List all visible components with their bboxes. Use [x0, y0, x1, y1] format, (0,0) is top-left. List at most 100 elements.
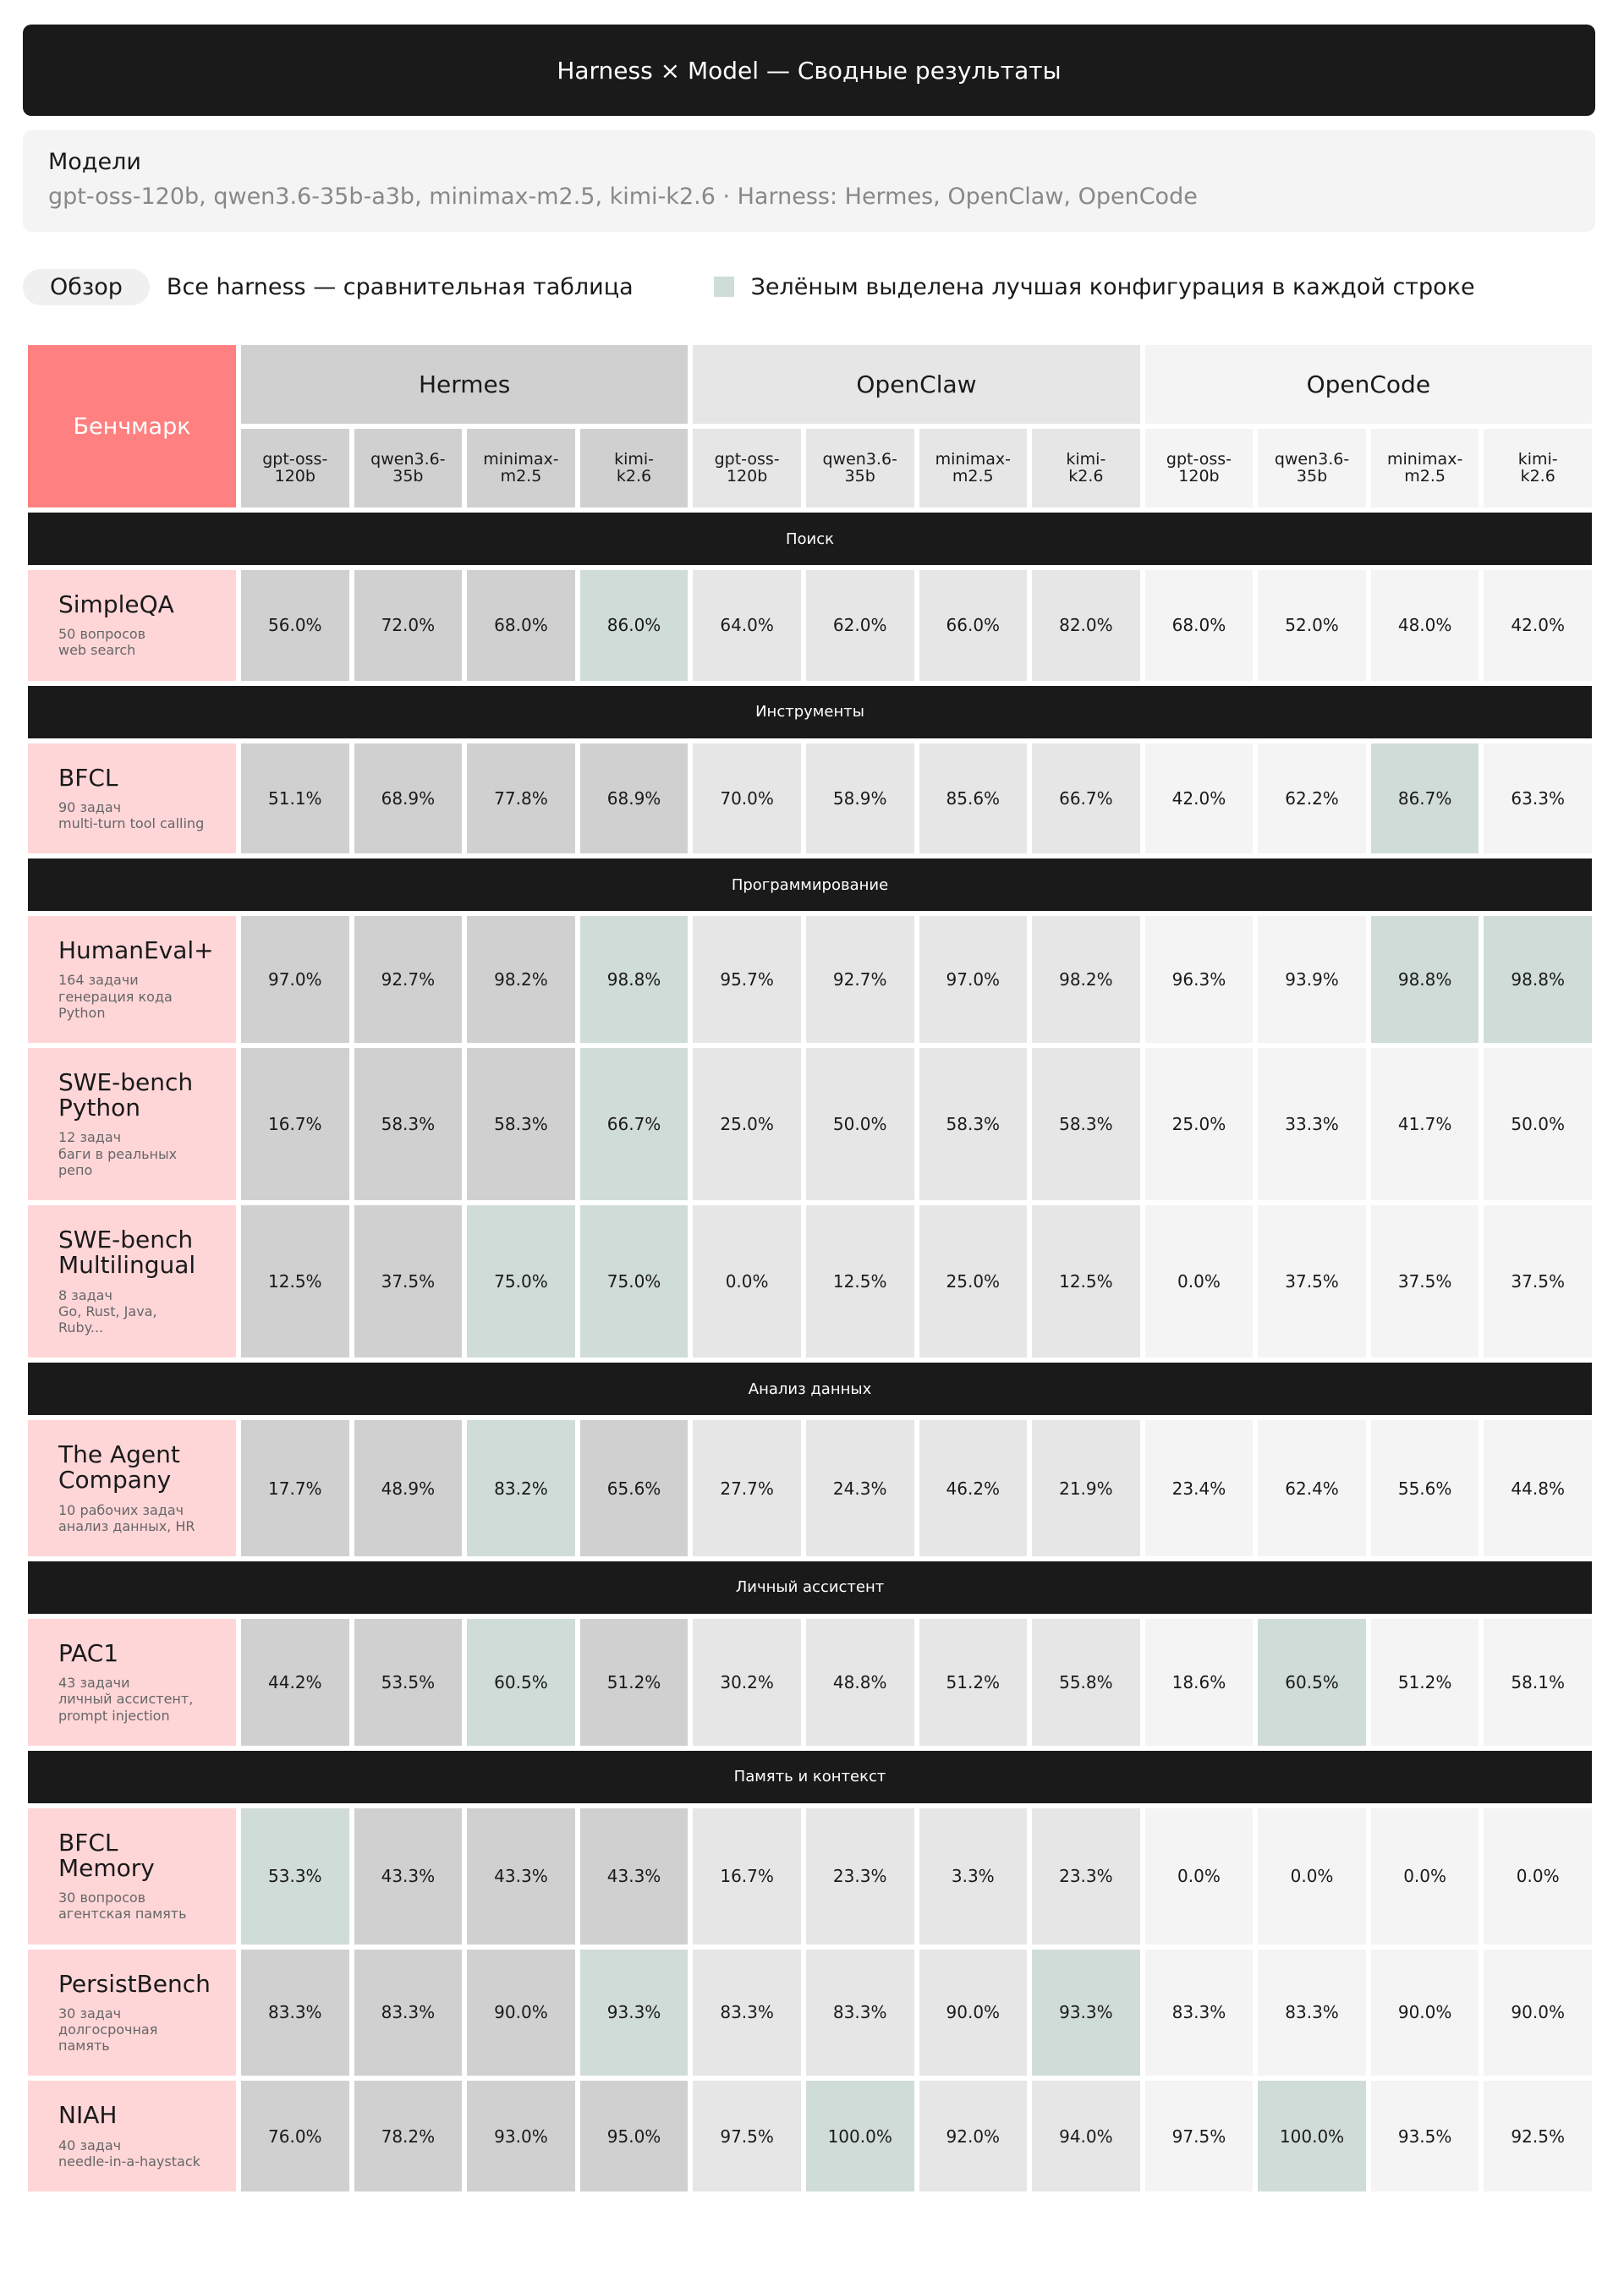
tab[interactable]: Обзор — [23, 268, 150, 305]
score-cell: 21.9% — [1032, 1420, 1140, 1556]
section-header: Память и контекст — [28, 1750, 1592, 1803]
benchmark-desc: генерация кода Python — [58, 988, 173, 1021]
section-header: Анализ данных — [28, 1363, 1592, 1416]
benchmark-desc: 50 вопросов — [58, 626, 146, 643]
benchmark-name: SWE-bench Python — [58, 1068, 194, 1122]
score-cell: 96.3% — [1144, 916, 1254, 1044]
benchmark-cell: BFCL Memory 30 вопросов агентская память — [28, 1807, 236, 1945]
score-cell: 12.5% — [241, 1205, 349, 1358]
legend-text: Зелёным выделена лучшая конфигурация в к… — [750, 273, 1475, 300]
benchmark-desc: prompt injection — [58, 1707, 170, 1724]
score-cell: 50.0% — [1484, 1048, 1592, 1201]
section-header: Поиск — [28, 513, 1592, 565]
benchmark-desc: web search — [58, 642, 136, 659]
benchmark-cell: NIAH 40 задач needle-in-a-haystack — [28, 2081, 236, 2191]
score-cell: 48.8% — [805, 1618, 914, 1746]
score-cell: 62.2% — [1258, 743, 1366, 854]
benchmark-desc: 10 рабочих задач — [58, 1501, 184, 1518]
score-cell: 60.5% — [1258, 1618, 1366, 1746]
section-header: Личный ассистент — [28, 1561, 1592, 1614]
score-cell: 27.7% — [693, 1420, 801, 1556]
model-header: kimi- k2.6 — [1484, 429, 1592, 507]
score-cell: 43.3% — [579, 1807, 689, 1945]
benchmark-cell: BFCL 90 задач multi-turn tool calling — [28, 743, 236, 854]
model-header: gpt-oss- 120b — [693, 429, 801, 507]
benchmark-name: BFCL Memory — [58, 1828, 155, 1882]
score-cell: 18.6% — [1144, 1618, 1254, 1746]
score-cell: 97.5% — [1144, 2081, 1254, 2191]
score-cell: 42.0% — [1144, 743, 1254, 854]
benchmark-cell: PAC1 43 задачи личный ассистент, prompt inj… — [28, 1618, 236, 1746]
score-cell: 93.9% — [1258, 916, 1366, 1044]
model-header: kimi- k2.6 — [579, 429, 689, 507]
score-cell: 83.3% — [1144, 1949, 1254, 2076]
group-header: OpenClaw — [693, 345, 1140, 424]
benchmark-desc: 90 задач — [58, 798, 122, 815]
score-cell: 41.7% — [1370, 1048, 1479, 1201]
score-cell: 93.3% — [579, 1949, 689, 2076]
score-cell: 58.9% — [805, 743, 914, 854]
score-cell: 25.0% — [919, 1205, 1028, 1358]
score-cell: 48.9% — [354, 1420, 463, 1556]
benchmark-cell: SWE-bench Python 12 задач баги в реальных … — [28, 1048, 236, 1201]
model-header: minimax- m2.5 — [1370, 429, 1479, 507]
score-cell: 42.0% — [1484, 570, 1592, 681]
score-cell: 64.0% — [693, 570, 801, 681]
score-cell: 0.0% — [1258, 1807, 1366, 1945]
score-cell: 43.3% — [467, 1807, 575, 1945]
model-header: gpt-oss- 120b — [1144, 429, 1254, 507]
score-cell: 77.8% — [467, 743, 575, 854]
benchmark-cell: The Agent Company 10 рабочих задач анализ … — [28, 1420, 236, 1556]
benchmark-cell: SimpleQA 50 вопросов web search — [28, 570, 236, 681]
score-cell: 0.0% — [1144, 1205, 1254, 1358]
benchmark-desc: агентская память — [58, 1906, 187, 1923]
benchmark-name: SimpleQA — [58, 590, 174, 618]
score-cell: 98.2% — [467, 916, 575, 1044]
score-cell: 93.0% — [467, 2081, 575, 2191]
section-header: Программирование — [28, 858, 1592, 912]
score-cell: 90.0% — [919, 1949, 1028, 2076]
score-cell: 60.5% — [467, 1618, 575, 1746]
score-cell: 68.0% — [467, 570, 575, 681]
score-cell: 100.0% — [805, 2081, 914, 2191]
score-cell: 92.5% — [1484, 2081, 1592, 2191]
score-cell: 68.9% — [354, 743, 463, 854]
score-cell: 0.0% — [1370, 1807, 1479, 1945]
score-cell: 68.0% — [1144, 570, 1254, 681]
benchmark-cell: PersistBench 30 задач долгосрочная память — [28, 1949, 236, 2076]
benchmark-desc: 8 задач — [58, 1286, 112, 1303]
benchmark-cell: SWE-bench Multilingual 8 задач Go, Rust, J… — [28, 1205, 236, 1358]
score-cell: 86.7% — [1370, 743, 1479, 854]
tab-row: Обзор Все harness — сравнительная таблиц… — [23, 266, 1475, 307]
score-cell: 62.4% — [1258, 1420, 1366, 1556]
score-cell: 23.4% — [1144, 1420, 1254, 1556]
score-cell: 37.5% — [1258, 1205, 1366, 1358]
benchmark-name: PersistBench — [58, 1969, 211, 1998]
benchmark-desc: 30 вопросов — [58, 1890, 146, 1906]
score-cell: 55.6% — [1370, 1420, 1479, 1556]
score-cell: 50.0% — [805, 1048, 914, 1201]
score-cell: 92.0% — [919, 2081, 1028, 2191]
benchmark-desc: 30 задач — [58, 2005, 122, 2021]
score-cell: 93.3% — [1032, 1949, 1140, 2076]
score-cell: 17.7% — [241, 1420, 349, 1556]
models-text: gpt-oss-120b, qwen3.6-35b-a3b, minimax-m… — [48, 184, 1198, 210]
score-cell: 25.0% — [1144, 1048, 1254, 1201]
score-cell: 55.8% — [1032, 1618, 1140, 1746]
model-header: gpt-oss- 120b — [241, 429, 349, 507]
score-cell: 90.0% — [1484, 1949, 1592, 2076]
score-cell: 66.0% — [919, 570, 1028, 681]
score-cell: 58.3% — [354, 1048, 463, 1201]
model-header: minimax- m2.5 — [919, 429, 1028, 507]
score-cell: 23.3% — [805, 1807, 914, 1945]
score-cell: 98.8% — [1370, 916, 1479, 1044]
benchmark-name: PAC1 — [58, 1638, 119, 1667]
score-cell: 24.3% — [805, 1420, 914, 1556]
score-cell: 30.2% — [693, 1618, 801, 1746]
score-cell: 58.3% — [1032, 1048, 1140, 1201]
model-header: qwen3.6- 35b — [805, 429, 914, 507]
score-cell: 78.2% — [354, 2081, 463, 2191]
score-cell: 12.5% — [805, 1205, 914, 1358]
benchmark-name: SWE-bench Multilingual — [58, 1226, 196, 1280]
